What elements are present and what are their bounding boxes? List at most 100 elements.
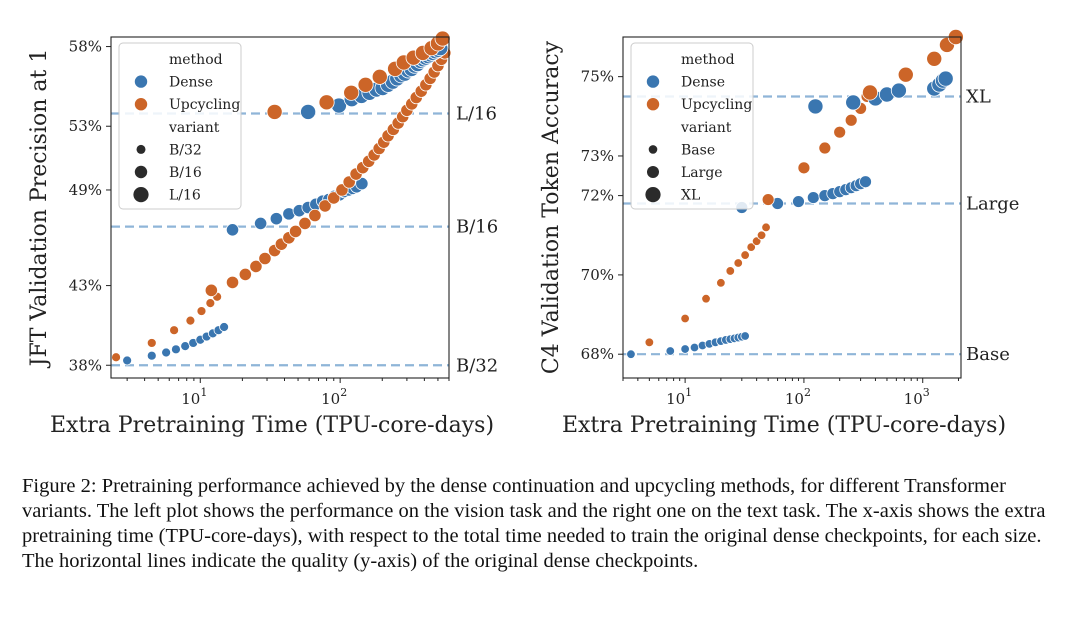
data-point (845, 94, 862, 111)
data-point (298, 216, 312, 231)
data-point (797, 161, 811, 175)
x-tick-exponent: 2 (340, 386, 347, 399)
x-tick-label: 101 (666, 386, 692, 408)
data-point (327, 191, 341, 205)
data-point (225, 223, 240, 237)
y-tick-label: 58% (69, 38, 102, 56)
y-axis-label: JFT Validation Precision at 1 (27, 49, 52, 369)
data-point (756, 230, 767, 240)
data-point (665, 346, 675, 356)
data-point (308, 208, 322, 223)
legend-marker-dense (646, 75, 660, 88)
data-point (680, 313, 690, 324)
data-point (204, 283, 218, 297)
data-point (725, 266, 735, 276)
legend-method-label: Dense (169, 75, 213, 91)
data-point (716, 278, 726, 288)
data-point (434, 30, 451, 47)
x-tick-exponent: 2 (804, 386, 811, 399)
data-point (254, 216, 268, 231)
data-point (111, 352, 121, 363)
x-axis-label: Extra Pretraining Time (TPU-core-days) (50, 413, 494, 438)
legend-marker-size (134, 165, 148, 179)
data-point (266, 103, 283, 120)
data-point (890, 82, 907, 99)
legend-variant-label: B/32 (169, 142, 202, 158)
data-point (761, 193, 775, 206)
y-tick-label: 38% (69, 356, 102, 374)
data-point (926, 50, 943, 67)
data-point (680, 344, 690, 354)
data-point (807, 98, 824, 115)
legend-marker-upcycling (134, 98, 148, 111)
legend-variant-title: variant (168, 120, 220, 136)
reference-label: XL (966, 86, 991, 107)
plot-frame (110, 36, 450, 379)
data-point (862, 84, 879, 101)
data-point (225, 275, 240, 289)
data-point (169, 325, 180, 336)
data-point (300, 103, 317, 120)
data-point (146, 350, 157, 361)
data-point (171, 344, 181, 355)
x-tick-label: 102 (785, 386, 811, 408)
data-point (761, 222, 771, 233)
legend-variant-label: Large (681, 165, 723, 181)
data-point (701, 293, 711, 304)
reference-label: B/16 (456, 217, 498, 238)
reference-label: L/16 (456, 103, 497, 124)
data-point (859, 175, 872, 189)
y-tick-label: 53% (69, 117, 102, 135)
legend-method-title: method (169, 52, 223, 68)
y-tick-label: 70% (581, 266, 614, 284)
data-point (343, 84, 360, 101)
legend: method Dense Upcycling variant B/32 B/16 L/16 (118, 42, 242, 210)
legend-variant-label: L/16 (169, 188, 201, 204)
y-tick-label: 75% (581, 68, 614, 86)
data-point (937, 70, 954, 87)
x-tick-base: 10 (181, 390, 200, 408)
y-tick-label: 43% (69, 277, 102, 295)
data-point (833, 125, 847, 139)
x-tick-exponent: 3 (923, 386, 930, 399)
data-point (185, 315, 196, 326)
legend-variant-label: XL (681, 188, 700, 204)
data-point (219, 322, 229, 332)
legend-method-label: Upcycling (681, 97, 752, 113)
data-point (318, 94, 335, 111)
data-point (122, 355, 133, 366)
data-point (258, 251, 272, 266)
x-tick-label: 101 (181, 386, 207, 408)
legend-variant-label: Base (681, 142, 715, 158)
legend-marker-size (133, 187, 149, 203)
data-point (205, 298, 216, 309)
reference-label: B/32 (456, 355, 498, 376)
data-point (196, 306, 207, 316)
data-point (288, 224, 303, 239)
data-point (371, 68, 388, 85)
x-tick-base: 10 (904, 390, 923, 408)
legend-box (118, 42, 242, 210)
legend-box (630, 42, 754, 210)
y-tick-label: 68% (581, 345, 614, 363)
x-tick-base: 10 (321, 390, 340, 408)
data-point (238, 267, 252, 282)
data-point (740, 250, 750, 260)
x-tick-label: 102 (321, 386, 347, 408)
data-point (806, 191, 820, 204)
legend-variant-title: variant (680, 120, 732, 136)
legend-marker-dense (134, 75, 148, 88)
legend-marker-size (136, 144, 146, 154)
reference-label: Base (966, 344, 1010, 365)
x-tick-exponent: 1 (200, 386, 207, 399)
data-point (897, 66, 914, 83)
legend: method Dense Upcycling variant Base Large XL (630, 42, 754, 210)
figure-caption: Figure 2: Pretraining performance achiev… (22, 475, 1046, 572)
legend-marker-size (647, 166, 659, 178)
data-point (844, 113, 858, 127)
data-point (249, 259, 263, 274)
x-tick-base: 10 (785, 390, 804, 408)
